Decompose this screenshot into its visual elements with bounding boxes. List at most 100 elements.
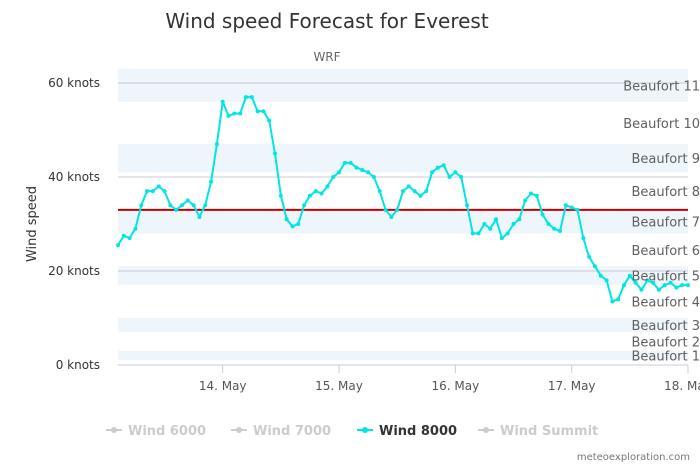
beaufort-band-9 — [118, 144, 688, 172]
beaufort-label-4: Beaufort 4 — [632, 296, 700, 311]
data-point — [570, 206, 574, 210]
beaufort-bands — [118, 69, 688, 360]
chart-title: Wind speed Forecast for Everest — [165, 9, 489, 33]
beaufort-label-9: Beaufort 9 — [632, 152, 700, 167]
data-point — [343, 161, 347, 165]
data-point — [413, 189, 417, 193]
data-point — [192, 203, 196, 207]
data-point — [157, 184, 161, 188]
beaufort-label-11: Beaufort 11 — [623, 79, 700, 94]
data-point — [494, 217, 498, 221]
data-point — [389, 215, 393, 219]
beaufort-band-1 — [118, 351, 688, 360]
data-point — [145, 189, 149, 193]
data-point — [320, 191, 324, 195]
beaufort-label-1: Beaufort 1 — [632, 350, 700, 365]
data-point — [418, 194, 422, 198]
data-point — [250, 95, 254, 99]
data-point — [593, 264, 597, 268]
data-point — [163, 189, 167, 193]
legend-label: Wind 8000 — [379, 424, 457, 439]
data-point — [512, 222, 516, 226]
data-point — [215, 142, 219, 146]
legend-item-wind-7000[interactable]: Wind 7000 — [231, 424, 331, 439]
beaufort-label-2: Beaufort 2 — [632, 336, 700, 351]
data-point — [174, 208, 178, 212]
data-point — [261, 109, 265, 113]
data-point — [133, 227, 137, 231]
data-point — [238, 112, 242, 116]
data-point — [436, 166, 440, 170]
data-point — [529, 191, 533, 195]
data-point — [302, 203, 306, 207]
legend-item-wind-8000[interactable]: Wind 8000 — [357, 424, 457, 439]
data-point — [360, 168, 364, 172]
x-tick-label: 15. May — [315, 379, 363, 393]
data-point — [546, 222, 550, 226]
data-point — [186, 199, 190, 203]
data-point — [366, 170, 370, 174]
data-point — [314, 189, 318, 193]
x-tick-label: 18. May — [664, 379, 700, 393]
x-tick-label: 16. May — [431, 379, 479, 393]
data-point — [267, 119, 271, 123]
data-point — [349, 161, 353, 165]
data-point — [128, 236, 132, 240]
data-point — [395, 208, 399, 212]
data-point — [610, 300, 614, 304]
data-point — [564, 203, 568, 207]
legend-symbol-marker — [362, 427, 368, 433]
data-point — [599, 274, 603, 278]
y-tick-label: 60 knots — [48, 76, 100, 90]
beaufort-label-3: Beaufort 3 — [632, 319, 700, 334]
data-point — [290, 224, 294, 228]
data-point — [116, 243, 120, 247]
data-point — [639, 288, 643, 292]
data-point — [674, 285, 678, 289]
data-point — [325, 184, 329, 188]
beaufort-label-6: Beaufort 6 — [632, 244, 700, 259]
data-point — [139, 203, 143, 207]
legend-symbol-marker — [236, 427, 242, 433]
data-point — [430, 170, 434, 174]
data-point — [482, 222, 486, 226]
data-point — [168, 203, 172, 207]
beaufort-label-10: Beaufort 10 — [623, 117, 700, 132]
data-point — [197, 215, 201, 219]
legend-item-wind-summit[interactable]: Wind Summit — [478, 424, 598, 439]
data-point — [273, 152, 277, 156]
data-point — [279, 194, 283, 198]
data-point — [541, 213, 545, 217]
data-point — [488, 227, 492, 231]
data-point — [372, 175, 376, 179]
data-point — [122, 234, 126, 238]
beaufort-band-7 — [118, 210, 688, 234]
data-point — [517, 217, 521, 221]
data-point — [587, 255, 591, 259]
legend-item-wind-6000[interactable]: Wind 6000 — [106, 424, 206, 439]
beaufort-band-11 — [118, 69, 688, 102]
data-point — [337, 170, 341, 174]
data-point — [657, 288, 661, 292]
data-point — [401, 189, 405, 193]
data-point — [506, 231, 510, 235]
data-point — [232, 112, 236, 116]
beaufort-label-7: Beaufort 7 — [632, 216, 700, 231]
data-point — [424, 189, 428, 193]
data-point — [244, 95, 248, 99]
data-point — [622, 283, 626, 287]
data-point — [203, 203, 207, 207]
data-point — [552, 227, 556, 231]
y-axis-label: Wind speed — [25, 186, 40, 262]
data-point — [442, 163, 446, 167]
data-point — [256, 109, 260, 113]
data-point — [500, 236, 504, 240]
legend-symbol-marker — [483, 427, 489, 433]
chart-credit[interactable]: meteoexploration.com — [577, 452, 690, 463]
data-point — [151, 189, 155, 193]
